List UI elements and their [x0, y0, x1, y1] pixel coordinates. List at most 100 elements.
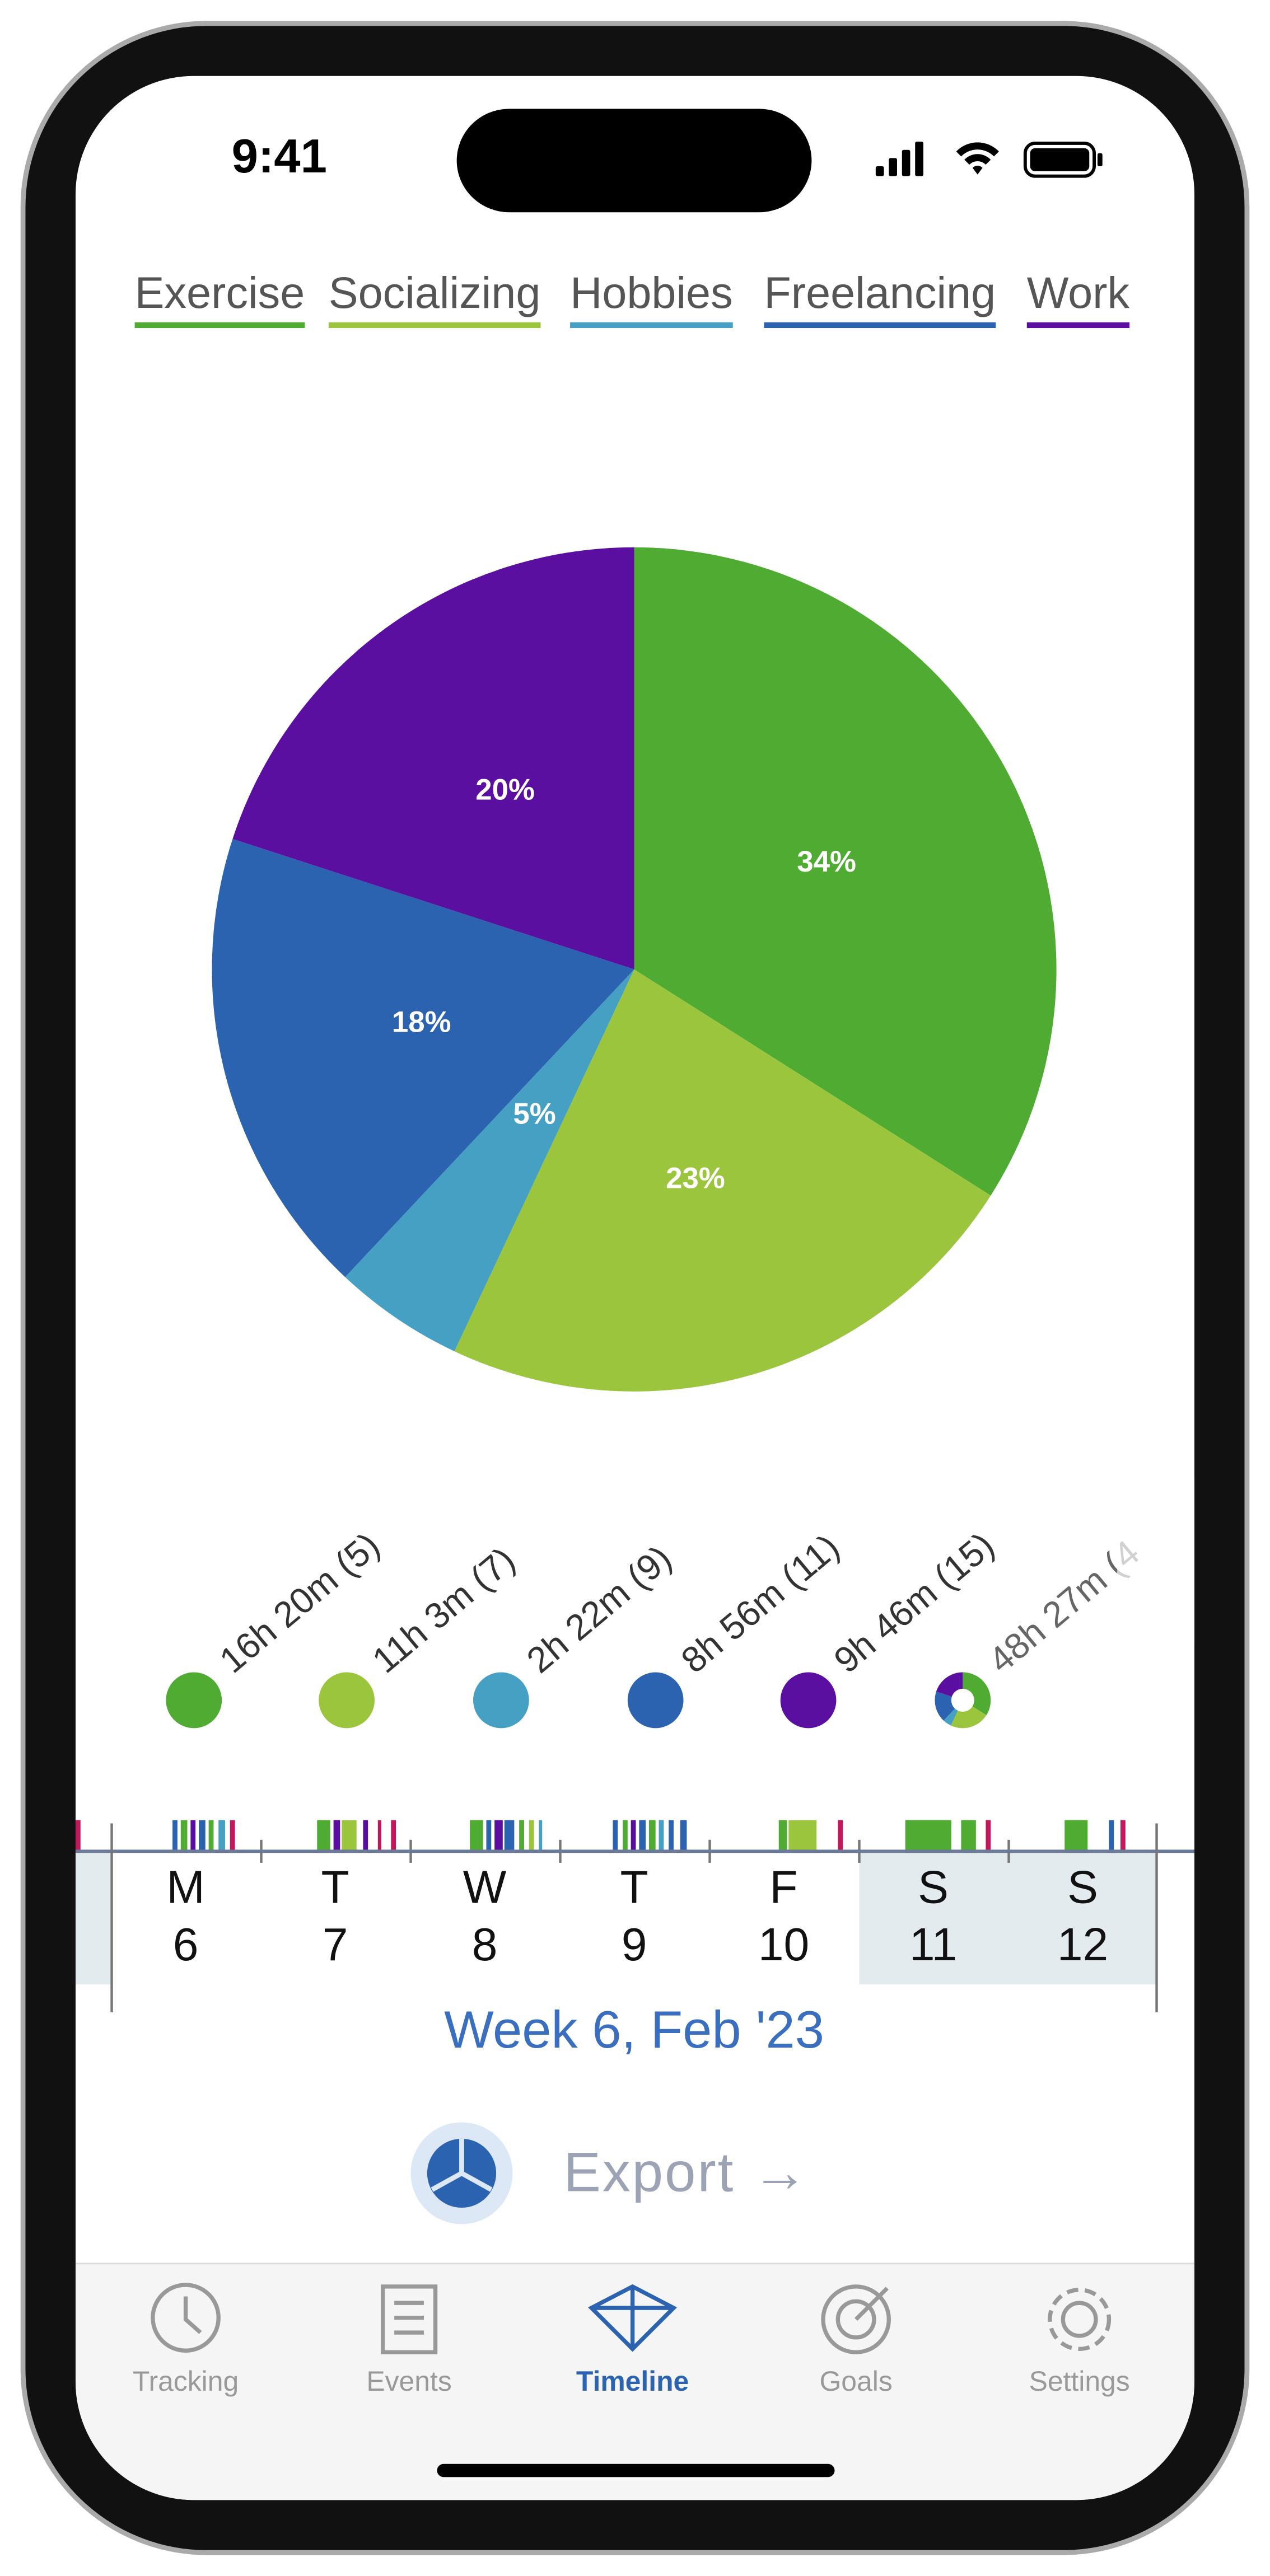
legend-underline — [134, 322, 305, 329]
activity-bar — [905, 1820, 951, 1852]
activity-bar — [539, 1820, 543, 1852]
activity-bar — [838, 1820, 843, 1852]
day-letter[interactable]: M — [166, 1862, 204, 1913]
export-button[interactable]: Export → — [410, 2122, 810, 2224]
legend-underline — [764, 322, 996, 329]
status-icons — [875, 142, 1103, 178]
legend: Exercise Socializing Hobbies Freelancing Wor… — [134, 268, 1130, 329]
activity-bar — [778, 1820, 787, 1852]
tab-bar — [75, 2263, 1195, 2500]
activity-bar — [1064, 1820, 1088, 1852]
tab-label[interactable]: Goals — [820, 2366, 893, 2397]
day-letter[interactable]: W — [463, 1862, 507, 1913]
legend-label[interactable]: Exercise — [135, 268, 305, 317]
home-indicator — [437, 2463, 835, 2477]
day-letter[interactable]: T — [620, 1862, 648, 1913]
slice-label: 5% — [513, 1098, 555, 1131]
pie-slice — [212, 839, 634, 1277]
summary-dot — [319, 1672, 375, 1729]
activity-bar — [613, 1820, 618, 1852]
activity-bar — [622, 1820, 628, 1852]
activity-bar — [208, 1820, 214, 1852]
activity-bar — [529, 1820, 534, 1852]
day-letter[interactable]: S — [918, 1862, 949, 1913]
summary-dot — [473, 1672, 529, 1729]
activity-bar — [172, 1820, 178, 1852]
tab-label[interactable]: Tracking — [133, 2366, 239, 2397]
activity-bar — [788, 1820, 817, 1852]
pie-chart: 34% 23% 5% 18% 20% — [212, 547, 1057, 1392]
summary-dot — [166, 1672, 222, 1729]
day-letter[interactable]: F — [769, 1862, 797, 1913]
day-number[interactable]: 12 — [1057, 1919, 1108, 1970]
activity-bar — [377, 1820, 381, 1852]
activity-bar — [519, 1820, 524, 1852]
tab-label[interactable]: Events — [366, 2366, 451, 2397]
activity-bar — [218, 1820, 225, 1852]
pie-slice — [634, 547, 1057, 1196]
day-number[interactable]: 6 — [173, 1919, 199, 1970]
summary-dot — [627, 1672, 684, 1729]
tab-icons — [151, 2283, 1112, 2354]
export-icon-lines — [431, 2138, 493, 2192]
legend-label[interactable]: Socializing — [329, 268, 541, 317]
activity-bar — [190, 1820, 196, 1852]
status-time: 9:41 — [232, 130, 327, 183]
legend-underline — [570, 322, 733, 329]
activity-bar — [986, 1820, 991, 1852]
summary-dot — [780, 1672, 837, 1729]
pie-slice — [232, 547, 634, 969]
legend-label[interactable]: Hobbies — [570, 268, 733, 317]
tab-label[interactable]: Settings — [1029, 2366, 1130, 2397]
week-label[interactable]: Week 6, Feb '23 — [444, 2000, 824, 2059]
legend-underline — [1026, 322, 1130, 329]
day-letter[interactable]: T — [321, 1862, 349, 1913]
day-number[interactable]: 8 — [472, 1919, 498, 1970]
day-number[interactable]: 7 — [323, 1919, 348, 1970]
dynamic-island — [456, 109, 812, 213]
pie-slice — [454, 969, 991, 1392]
tabs: Tracking Events Timeline Goals Settings — [133, 2366, 1130, 2397]
legend-label[interactable]: Work — [1027, 268, 1130, 317]
slice-label: 34% — [797, 845, 856, 878]
previous-day-shade — [75, 1851, 112, 1985]
week-days: M 6 T 7 W 8 T 9 F 10 S 11 S 12 — [166, 1862, 1108, 1970]
activity-bar — [648, 1820, 656, 1852]
slice-label: 23% — [666, 1161, 725, 1195]
activity-bar — [391, 1820, 396, 1852]
activity-bar — [659, 1820, 664, 1852]
activity-bar — [1120, 1820, 1126, 1852]
activity-bar — [631, 1820, 636, 1852]
activity-bar — [333, 1820, 340, 1852]
activity-bar — [317, 1820, 330, 1852]
activity-bar — [230, 1820, 235, 1852]
summary-donut-hole — [951, 1688, 974, 1712]
slice-label: 18% — [392, 1005, 451, 1038]
activity-bar — [199, 1820, 206, 1852]
activity-bar — [504, 1820, 515, 1852]
pie-slice — [345, 969, 634, 1352]
slice-label: 20% — [475, 774, 535, 807]
fade — [1117, 1478, 1195, 1643]
activity-bar — [342, 1820, 357, 1852]
legend-label[interactable]: Freelancing — [764, 268, 996, 317]
activity-bar — [486, 1820, 492, 1852]
legend-underline — [328, 322, 541, 329]
activity-bar — [639, 1820, 646, 1852]
activity-bar — [494, 1820, 503, 1852]
day-number[interactable]: 11 — [909, 1919, 957, 1970]
export-label[interactable]: Export → — [563, 2142, 809, 2204]
tab-label[interactable]: Timeline — [576, 2366, 689, 2397]
day-number[interactable]: 9 — [622, 1919, 647, 1970]
activity-bar — [180, 1820, 188, 1852]
activity-bar — [961, 1820, 976, 1852]
activity-bar — [680, 1820, 687, 1852]
activity-bar — [363, 1820, 368, 1852]
day-number[interactable]: 10 — [758, 1919, 809, 1970]
weekend-shade — [859, 1851, 1157, 1985]
activity-bar — [1109, 1820, 1114, 1852]
activity-bar — [669, 1820, 674, 1852]
day-letter[interactable]: S — [1067, 1862, 1098, 1913]
